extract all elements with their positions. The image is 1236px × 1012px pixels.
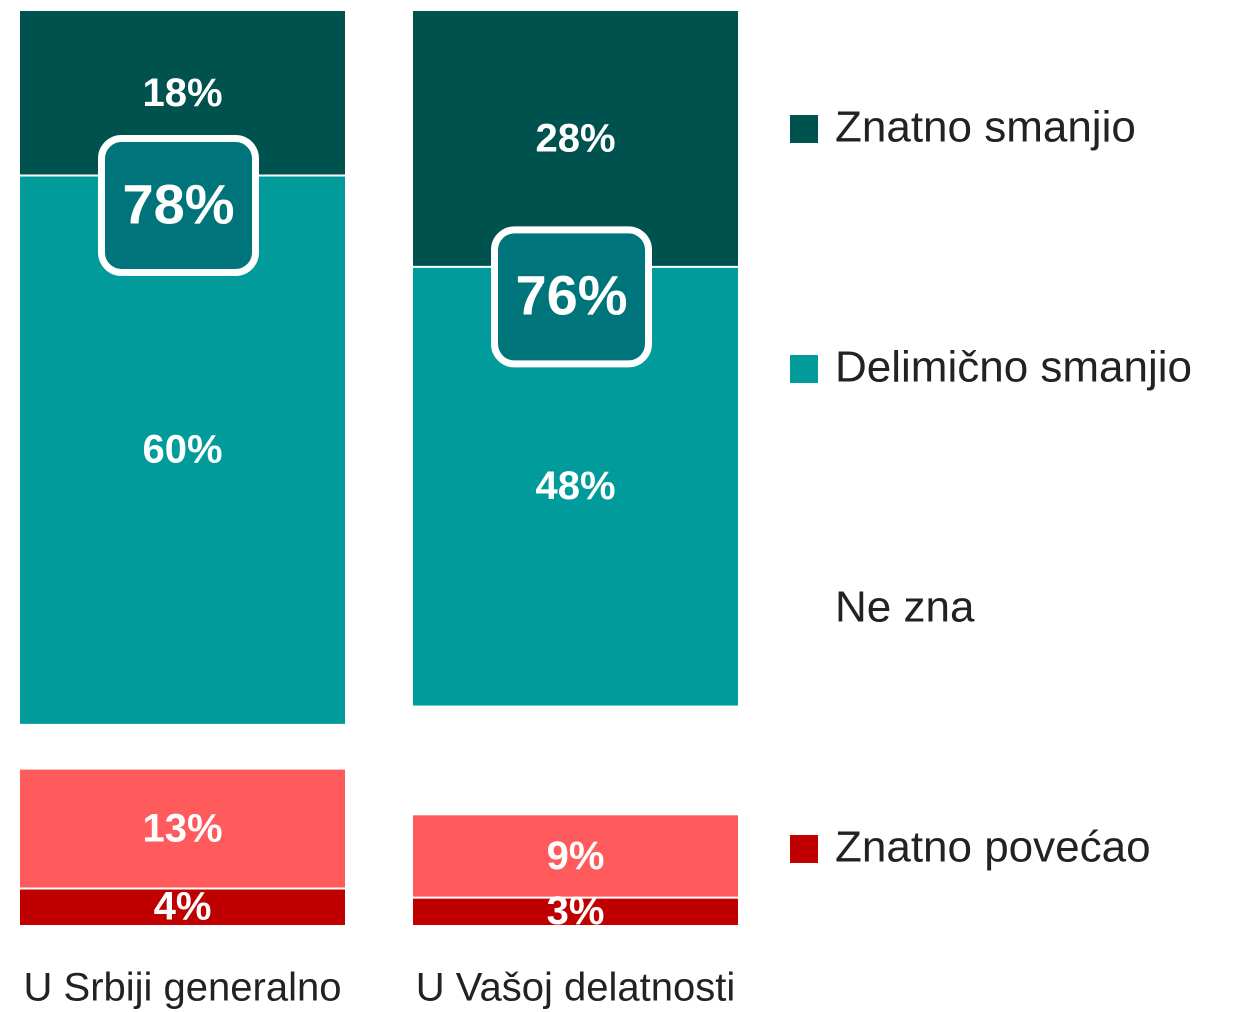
data-label: 9% <box>547 834 605 878</box>
legend-label: Delimično smanjio <box>835 343 1192 392</box>
data-label: 18% <box>142 71 222 115</box>
legend-label: Znatno povećao <box>835 823 1151 872</box>
data-label: 13% <box>142 807 222 851</box>
data-label: 60% <box>142 427 222 471</box>
data-label: 48% <box>535 464 615 508</box>
data-label: 3% <box>547 889 605 933</box>
total-box <box>491 226 652 368</box>
bar-segment <box>413 897 738 925</box>
bar-segment <box>20 769 345 889</box>
bar-segment <box>413 11 738 267</box>
data-label: 28% <box>535 117 615 161</box>
legend-marker <box>790 835 818 863</box>
data-label: 4% <box>154 884 212 928</box>
legend-label: Ne zna <box>835 583 975 632</box>
total-box <box>98 135 259 277</box>
legend-label: Znatno smanjio <box>835 103 1136 152</box>
legend-marker <box>790 595 818 623</box>
legend-marker <box>790 115 818 143</box>
bar-segment <box>20 888 345 925</box>
bar-segment <box>413 705 738 816</box>
total-label: 76% <box>515 264 627 327</box>
bar-segment <box>20 723 345 770</box>
legend-marker <box>790 355 818 383</box>
total-label: 78% <box>122 172 234 235</box>
bar-segment <box>413 815 738 898</box>
x-tick-label: U Vašoj delatnosti <box>416 966 735 1010</box>
x-tick-label: U Srbiji generalno <box>24 966 342 1010</box>
